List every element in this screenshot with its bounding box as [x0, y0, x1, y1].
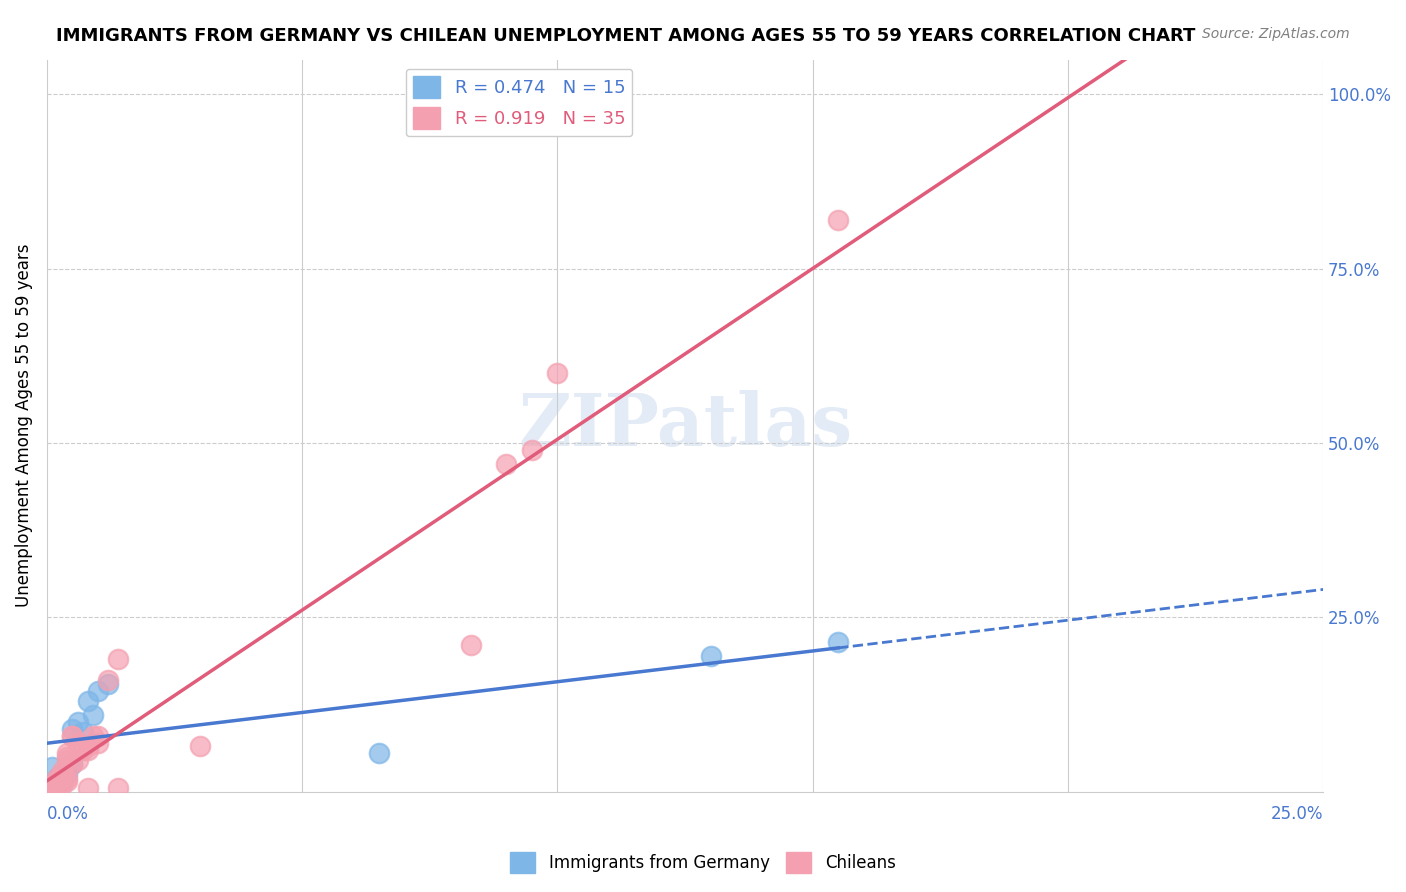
Point — [62, 729, 84, 743]
Point — [62, 756, 84, 771]
Text: 0.0%: 0.0% — [46, 805, 89, 823]
Point — [51, 774, 73, 789]
Point — [107, 652, 129, 666]
Point — [41, 760, 63, 774]
Point — [520, 443, 543, 458]
Point — [827, 635, 849, 649]
Point — [76, 781, 98, 796]
Point — [51, 767, 73, 781]
Point — [66, 753, 89, 767]
Point — [56, 749, 79, 764]
Point — [72, 725, 94, 739]
Point — [46, 771, 69, 785]
Text: 25.0%: 25.0% — [1271, 805, 1323, 823]
Point — [460, 638, 482, 652]
Point — [51, 771, 73, 785]
Point — [76, 739, 98, 754]
Point — [72, 743, 94, 757]
Point — [188, 739, 211, 754]
Point — [97, 676, 120, 690]
Point — [495, 457, 517, 471]
Point — [56, 771, 79, 785]
Point — [66, 714, 89, 729]
Point — [51, 778, 73, 792]
Legend: Immigrants from Germany, Chileans: Immigrants from Germany, Chileans — [503, 846, 903, 880]
Point — [46, 774, 69, 789]
Point — [66, 736, 89, 750]
Point — [87, 736, 110, 750]
Point — [76, 743, 98, 757]
Point — [367, 747, 389, 761]
Point — [82, 729, 104, 743]
Point — [107, 781, 129, 796]
Point — [699, 648, 721, 663]
Point — [827, 213, 849, 227]
Point — [41, 781, 63, 796]
Point — [51, 764, 73, 778]
Text: IMMIGRANTS FROM GERMANY VS CHILEAN UNEMPLOYMENT AMONG AGES 55 TO 59 YEARS CORREL: IMMIGRANTS FROM GERMANY VS CHILEAN UNEMP… — [56, 27, 1195, 45]
Point — [41, 778, 63, 792]
Point — [546, 367, 568, 381]
Point — [87, 729, 110, 743]
Text: Source: ZipAtlas.com: Source: ZipAtlas.com — [1202, 27, 1350, 41]
Point — [62, 756, 84, 771]
Point — [82, 708, 104, 723]
Legend: R = 0.474   N = 15, R = 0.919   N = 35: R = 0.474 N = 15, R = 0.919 N = 35 — [406, 69, 633, 136]
Point — [56, 774, 79, 789]
Point — [46, 771, 69, 785]
Y-axis label: Unemployment Among Ages 55 to 59 years: Unemployment Among Ages 55 to 59 years — [15, 244, 32, 607]
Text: ZIPatlas: ZIPatlas — [517, 390, 852, 461]
Point — [97, 673, 120, 687]
Point — [56, 767, 79, 781]
Point — [46, 781, 69, 796]
Point — [62, 729, 84, 743]
Point — [76, 694, 98, 708]
Point — [56, 747, 79, 761]
Point — [56, 753, 79, 767]
Point — [62, 722, 84, 736]
Point — [87, 683, 110, 698]
